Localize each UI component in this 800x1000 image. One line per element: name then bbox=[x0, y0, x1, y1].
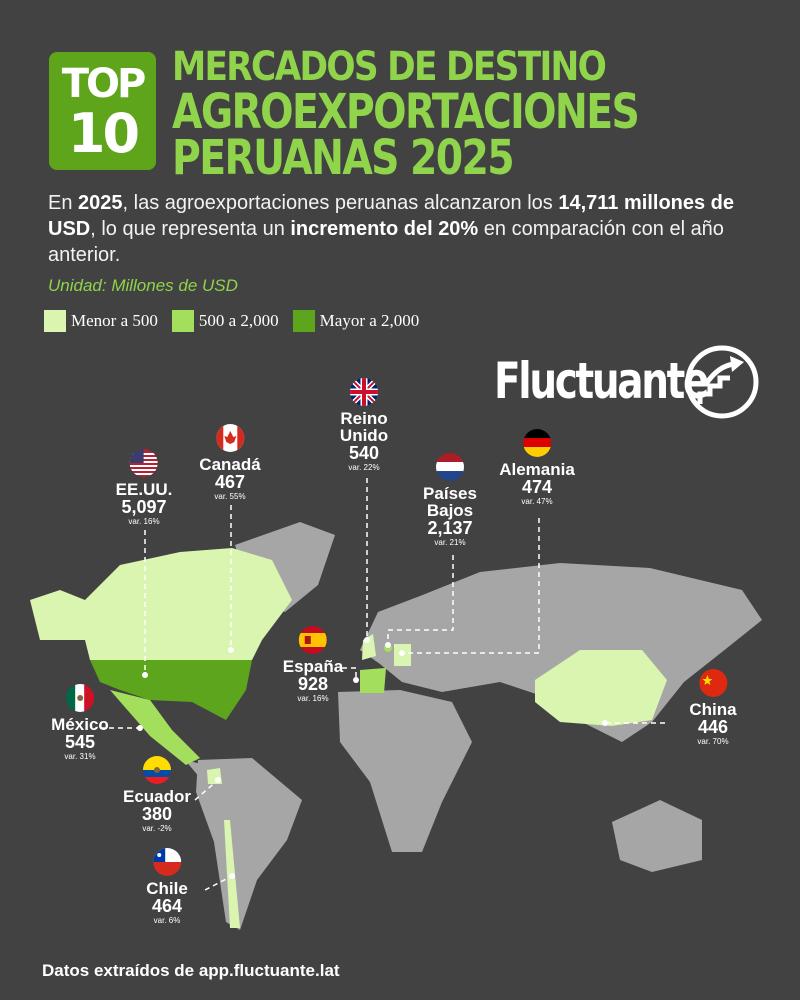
market-label: Países Bajos 2,137 var. 21% bbox=[415, 453, 485, 548]
market-value: 545 bbox=[64, 732, 96, 752]
market-name: México bbox=[51, 715, 109, 734]
market-label: Chile 464 var. 6% bbox=[146, 848, 188, 926]
market-value: 540 bbox=[348, 443, 380, 463]
market-name: China bbox=[689, 700, 737, 719]
badge-ten: 10 bbox=[67, 102, 140, 165]
badge-top: TOP bbox=[61, 61, 147, 107]
ecuador-flag-icon bbox=[143, 756, 171, 784]
market-name: Canadá bbox=[199, 455, 261, 474]
netherlands-flag-icon bbox=[436, 453, 464, 481]
market-label: Reino Unido 540 var. 22% bbox=[329, 378, 399, 473]
germany-flag-icon bbox=[523, 429, 551, 457]
legend-item: 500 a 2,000 bbox=[171, 310, 279, 332]
market-name: España bbox=[282, 657, 344, 676]
africa bbox=[338, 690, 472, 852]
market-variation: var. 16% bbox=[297, 694, 329, 703]
usa-region bbox=[90, 660, 252, 720]
title-line1: MERCADOS DE DESTINO bbox=[172, 44, 607, 90]
market-variation: var. 16% bbox=[128, 517, 160, 526]
south-america bbox=[196, 758, 302, 930]
legend-item: Menor a 500 bbox=[44, 310, 158, 332]
market-name: Alemania bbox=[499, 460, 575, 479]
trend-arrow-icon bbox=[685, 345, 759, 419]
market-value: 446 bbox=[697, 717, 729, 737]
market-value: 380 bbox=[141, 804, 173, 824]
legend-item: Mayor a 2,000 bbox=[292, 310, 419, 332]
spain-region bbox=[360, 668, 386, 693]
central-america bbox=[185, 760, 212, 778]
market-variation: var. 6% bbox=[153, 916, 181, 925]
market-value: 928 bbox=[297, 674, 329, 694]
market-variation: var. 22% bbox=[348, 463, 380, 472]
unit-label: Unidad: Millones de USD bbox=[48, 276, 238, 295]
leader-lines bbox=[100, 478, 665, 891]
market-name: Países Bajos bbox=[423, 484, 477, 520]
china-region bbox=[535, 650, 667, 726]
market-name: Reino Unido bbox=[339, 409, 389, 445]
market-variation: var. 21% bbox=[434, 538, 466, 547]
market-name: Ecuador bbox=[122, 787, 192, 806]
uk-flag-icon bbox=[350, 378, 378, 406]
mexico-flag-icon bbox=[65, 684, 94, 712]
top10-badge: TOP 10 bbox=[49, 52, 156, 170]
chile-flag-icon bbox=[153, 848, 181, 876]
market-label: China 446 var. 70% bbox=[689, 669, 737, 747]
canada-flag-icon bbox=[215, 424, 244, 452]
market-label: México 545 var. 31% bbox=[51, 684, 109, 762]
market-label: Alemania 474 var. 47% bbox=[499, 429, 575, 507]
market-label: Canadá 467 var. 55% bbox=[199, 424, 261, 502]
description: En 2025, las agroexportaciones peruanas … bbox=[48, 192, 735, 266]
market-value: 464 bbox=[151, 896, 183, 916]
title-line3: PERUANAS 2025 bbox=[172, 130, 515, 186]
legend: Menor a 500 500 a 2,000 Mayor a 2,000 bbox=[44, 310, 419, 332]
market-variation: var. 55% bbox=[214, 492, 246, 501]
canada-region bbox=[30, 548, 292, 660]
brand-logo: Fluctuante bbox=[494, 352, 709, 410]
title-line2: AGROEXPORTACIONES bbox=[172, 84, 640, 140]
market-name: EE.UU. bbox=[115, 480, 173, 499]
market-variation: var. 70% bbox=[697, 737, 729, 746]
market-label: España 928 var. 16% bbox=[283, 626, 343, 704]
market-label: Ecuador 380 var. -2% bbox=[123, 756, 191, 834]
market-value: 2,137 bbox=[427, 518, 473, 538]
australia bbox=[612, 800, 702, 872]
market-value: 5,097 bbox=[121, 497, 167, 517]
mexico-region bbox=[110, 690, 200, 765]
eurasia bbox=[360, 563, 762, 742]
china-flag-icon bbox=[698, 669, 727, 697]
market-variation: var. 47% bbox=[521, 497, 553, 506]
market-label: EE.UU. 5,097 var. 16% bbox=[115, 449, 173, 527]
us-flag-icon bbox=[130, 449, 158, 477]
market-value: 467 bbox=[214, 472, 246, 492]
market-variation: var. 31% bbox=[64, 752, 96, 761]
spain-flag-icon bbox=[298, 626, 327, 654]
market-name: Chile bbox=[146, 879, 188, 898]
market-value: 474 bbox=[521, 477, 553, 497]
market-variation: var. -2% bbox=[142, 824, 172, 833]
source-footer: Datos extraídos de app.fluctuante.lat bbox=[42, 961, 340, 980]
